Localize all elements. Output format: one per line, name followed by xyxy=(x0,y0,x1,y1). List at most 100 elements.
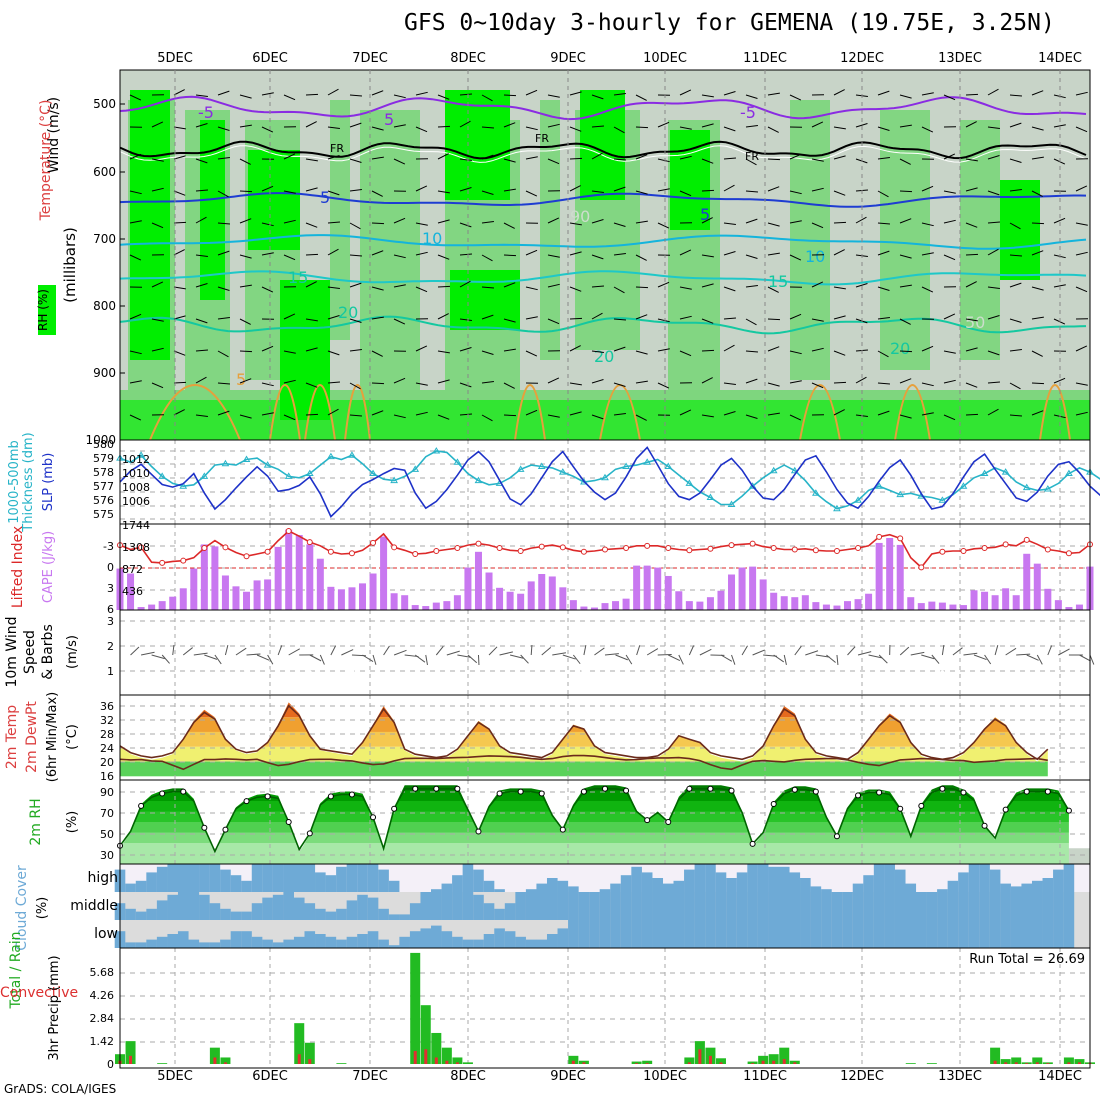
cloud-bar xyxy=(378,869,389,892)
wind10m-line-point xyxy=(1024,657,1030,663)
page-title: GFS 0~10day 3-hourly for GEMENA (19.75E,… xyxy=(404,10,1055,36)
wind10m-axis-label-3: & Barbs xyxy=(40,624,56,680)
wind-barb xyxy=(437,313,449,320)
cloud-bar xyxy=(504,903,516,920)
thickness-line-point xyxy=(748,482,757,489)
cloud-bar xyxy=(968,864,980,892)
cloud-bar xyxy=(947,880,959,892)
wind-barb xyxy=(151,281,164,288)
temp-band xyxy=(120,761,1048,777)
wind10m-barb xyxy=(277,645,283,656)
cape-bar xyxy=(981,591,989,610)
thickness-line-point xyxy=(1001,468,1010,475)
wind-barb xyxy=(459,120,471,128)
rh-band-bright xyxy=(130,90,170,360)
wind-barb xyxy=(745,158,757,166)
wind-barb xyxy=(591,350,604,353)
cape-bar xyxy=(496,587,504,610)
wind-barb xyxy=(481,381,494,384)
lifted-index-line-markers xyxy=(117,527,1093,571)
wind-barb xyxy=(899,350,913,353)
wind-barb xyxy=(459,318,472,321)
cloud-bar xyxy=(452,936,463,948)
wind-barb xyxy=(151,158,164,162)
wind-barb xyxy=(349,318,362,323)
cloud-bar xyxy=(409,931,421,948)
wind10m-barb xyxy=(457,654,472,658)
wind-barb xyxy=(327,248,339,256)
wind-barb xyxy=(943,219,956,224)
wind-barb xyxy=(1009,282,1022,288)
wind-barb xyxy=(525,89,538,96)
precip-conv-bar xyxy=(571,1060,575,1064)
cloud-bar xyxy=(346,936,358,948)
cloud-bar xyxy=(293,864,305,892)
cape-bar xyxy=(696,601,704,610)
thickness-line-point xyxy=(811,489,820,496)
wind-barb xyxy=(1075,126,1088,133)
wind10m-barb xyxy=(151,654,165,660)
wind-barb xyxy=(415,382,428,386)
cape-bar xyxy=(1054,600,1062,610)
slp-tick: 1012 xyxy=(122,453,150,466)
wind10m-line-point xyxy=(602,657,608,663)
date-label-bottom: 13DEC xyxy=(938,1069,982,1084)
wind-barb xyxy=(789,153,802,160)
wind-barb xyxy=(811,187,824,192)
cloud-bar xyxy=(188,892,200,920)
cloud-bar xyxy=(378,939,389,948)
wind-barb xyxy=(679,350,692,357)
cape-bar xyxy=(633,565,641,610)
precip-total-bar xyxy=(631,1061,642,1064)
cloud-bar xyxy=(705,892,716,920)
contour-label: 5 xyxy=(700,205,710,224)
wind-barb xyxy=(415,126,428,133)
cloud-bar xyxy=(831,892,843,920)
temp2m-tick: 24 xyxy=(100,742,114,755)
contour-label: 90 xyxy=(570,207,590,226)
precip-conv-bar xyxy=(708,1055,712,1064)
rh2m-line-point xyxy=(665,819,672,825)
wind-barb xyxy=(151,222,164,229)
lifted-index-line-point xyxy=(496,545,503,552)
cape-bar xyxy=(844,601,851,610)
wind10m-barb xyxy=(615,654,628,661)
thickness-line-point xyxy=(980,469,989,477)
wind-barb xyxy=(591,152,603,160)
cloud-bar xyxy=(810,886,822,892)
wind-barb xyxy=(371,250,384,256)
wind10m-line-point xyxy=(1066,660,1072,666)
cloud-bar xyxy=(694,892,706,920)
wind-barb xyxy=(151,121,164,128)
wind-barb xyxy=(371,126,384,131)
contour-label: -5 xyxy=(740,103,756,122)
slp-tick: 1010 xyxy=(122,467,150,480)
rh2m-line-point xyxy=(602,785,608,792)
thickness-line-point xyxy=(664,462,673,470)
wind-barb xyxy=(481,314,494,320)
cloud-bar xyxy=(789,892,801,920)
wind-barb xyxy=(877,286,890,291)
lifted-index-line-point xyxy=(538,543,545,550)
cloud-bar xyxy=(810,892,822,920)
cape-bar xyxy=(1044,588,1052,610)
wind-barb xyxy=(965,347,978,352)
cloud-bar xyxy=(357,934,368,948)
wind-barb xyxy=(767,252,780,256)
cloud-bar xyxy=(852,892,864,920)
wind-barb xyxy=(1075,382,1088,386)
precip-total-bar xyxy=(747,1061,758,1064)
wind-barb xyxy=(195,158,208,164)
wind-barb xyxy=(1009,318,1022,323)
wind-barb xyxy=(723,286,736,292)
wind10m-line-point xyxy=(180,655,186,661)
run-total-label: Run Total = 26.69 xyxy=(969,952,1085,967)
cloud-bar xyxy=(525,892,537,920)
wind-barb xyxy=(1009,158,1022,163)
cloud-bar xyxy=(937,892,948,920)
cloud-bar xyxy=(546,934,558,948)
wind10m-barb xyxy=(910,651,925,656)
wind-barb xyxy=(173,381,187,384)
cape-bar xyxy=(601,603,609,610)
